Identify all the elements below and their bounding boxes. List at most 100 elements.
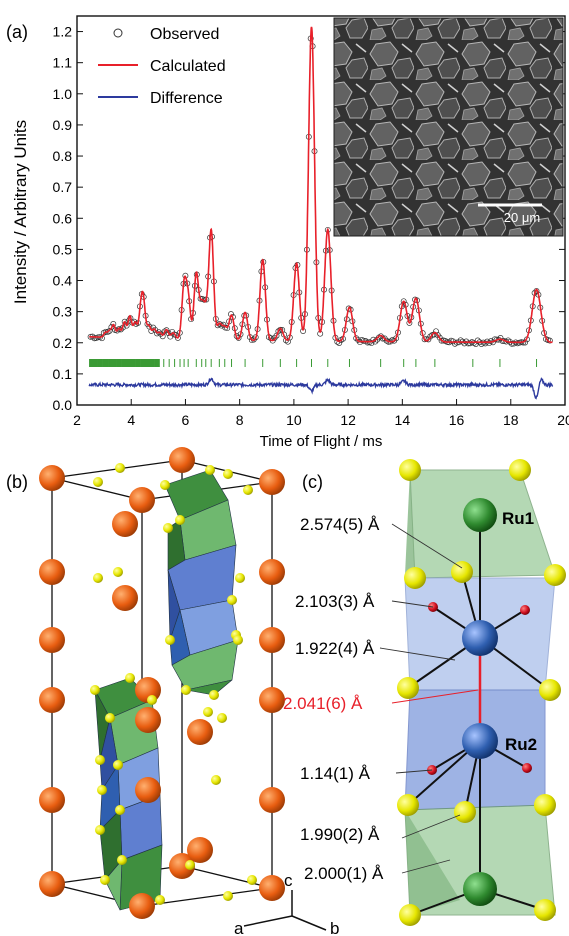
observed-point: [110, 321, 117, 327]
yellow-atom: [115, 805, 125, 815]
yellow-atom: [223, 469, 233, 479]
orange-atom: [129, 487, 155, 513]
yellow-atom: [211, 775, 221, 785]
atom-label-ru2: Ru2: [505, 735, 537, 754]
upper-polyhedra-chain: [164, 469, 239, 696]
yellow-atom: [100, 875, 110, 885]
yellow-atom: [243, 485, 253, 495]
yellow-atom: [93, 573, 103, 583]
distance-label-3: 1.922(4) Å: [295, 639, 375, 658]
distance-labels: 2.574(5) Å 2.103(3) Å 1.922(4) Å 2.041(6…: [283, 515, 384, 883]
distance-leaders: [379, 523, 463, 874]
orange-atom: [259, 687, 285, 713]
observed-point: [338, 337, 345, 343]
observed-point: [368, 340, 375, 347]
panel-label-c: (c): [302, 472, 323, 492]
yellow-atom-c: [534, 899, 556, 921]
x-tick-label: 16: [449, 412, 465, 428]
observed-point: [482, 340, 489, 347]
x-axis-title: Time of Flight / ms: [260, 433, 383, 450]
sem-inset: 20 μm: [333, 17, 564, 237]
observed-point: [159, 333, 166, 340]
orange-atom: [112, 511, 138, 537]
crystal-axes: c a b: [234, 871, 339, 936]
observed-point: [174, 334, 181, 341]
yellow-atom: [165, 635, 175, 645]
yellow-atom: [227, 595, 237, 605]
legend-observed-label: Observed: [150, 26, 219, 43]
observed-point: [510, 340, 517, 347]
calculated-line: [89, 26, 553, 344]
x-tick-label: 6: [182, 412, 190, 428]
observed-point: [252, 334, 259, 341]
y-tick-label: 0.1: [53, 366, 73, 382]
orange-atom: [39, 559, 65, 585]
difference-line: [88, 377, 554, 400]
distance-label-4: 2.041(6) Å: [283, 694, 363, 713]
orange-atom: [169, 447, 195, 473]
orange-atom: [39, 465, 65, 491]
yellow-atom: [217, 713, 227, 723]
yellow-atom: [113, 567, 123, 577]
yellow-atom: [105, 713, 115, 723]
yellow-atom: [205, 465, 215, 475]
observed-point: [425, 336, 432, 343]
y-tick-label: 0.9: [53, 117, 73, 133]
yellow-atom: [93, 477, 103, 487]
legend-calculated-label: Calculated: [150, 58, 226, 75]
observed-point: [467, 340, 474, 347]
y-axis-title: Intensity / Arbitrary Units: [11, 120, 30, 304]
yellow-atom-c: [534, 794, 556, 816]
observed-point: [438, 337, 445, 344]
red-atom: [522, 763, 532, 773]
axis-label-b: b: [330, 919, 339, 936]
observed-point: [461, 340, 468, 347]
unit-cell-b: c a b: [39, 447, 339, 936]
yellow-atom: [117, 855, 127, 865]
x-tick-label: 8: [236, 412, 244, 428]
orange-atom: [112, 585, 138, 611]
observed-point: [154, 330, 160, 337]
atom-label-ru1: Ru1: [502, 509, 534, 528]
observed-point: [98, 335, 105, 342]
scale-bar-label: 20 μm: [504, 210, 540, 225]
y-tick-label: 1.2: [53, 24, 73, 40]
observed-point: [451, 340, 458, 347]
x-ticks: 2 4 6 8 10 12 14 16 18 20: [73, 399, 569, 428]
orange-atom: [187, 837, 213, 863]
y-tick-label: 0.8: [53, 148, 73, 164]
observed-point: [336, 340, 343, 346]
observed-point: [436, 334, 443, 341]
y-tick-label: 0.0: [53, 397, 73, 413]
observed-point: [478, 341, 485, 347]
distance-label-5: 1.14(1) Å: [300, 764, 371, 783]
observed-point: [486, 340, 493, 347]
observed-point: [121, 318, 128, 325]
plot-frame-a: [76, 15, 566, 406]
red-atom: [520, 605, 530, 615]
yellow-atom: [181, 685, 191, 695]
orange-atom: [259, 559, 285, 585]
yellow-atom: [115, 463, 125, 473]
yellow-atom: [95, 755, 105, 765]
observed-point: [364, 339, 371, 346]
yellow-atom-c: [397, 794, 419, 816]
yellow-atom: [175, 515, 185, 525]
observed-point: [235, 334, 242, 341]
reflection-ticks: [89, 358, 538, 367]
orange-atom: [169, 853, 195, 879]
yellow-atom: [163, 523, 173, 533]
yellow-atom: [90, 685, 100, 695]
yellow-atom: [209, 690, 219, 700]
orange-atom: [135, 707, 161, 733]
legend: Observed Calculated Difference: [98, 26, 226, 107]
distance-label-6: 1.990(2) Å: [300, 825, 380, 844]
x-tick-label: 12: [340, 412, 356, 428]
yellow-atom: [147, 695, 157, 705]
y-tick-label: 0.4: [53, 273, 73, 289]
observed-point: [224, 325, 231, 332]
ru1-green-atom: [463, 498, 497, 532]
yellow-atom: [155, 895, 165, 905]
x-tick-label: 20: [557, 412, 569, 428]
